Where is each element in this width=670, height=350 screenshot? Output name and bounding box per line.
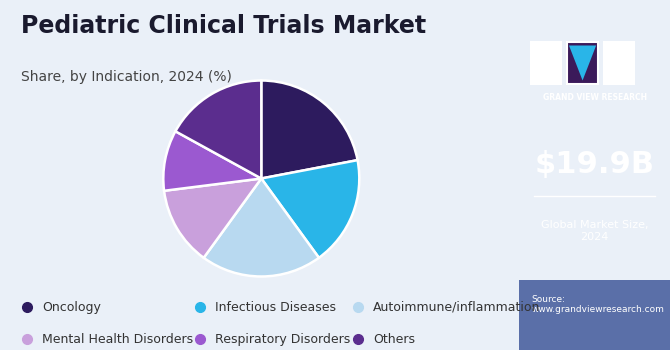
Text: Pediatric Clinical Trials Market: Pediatric Clinical Trials Market: [21, 14, 426, 38]
Polygon shape: [569, 46, 596, 80]
Wedge shape: [204, 178, 319, 276]
FancyBboxPatch shape: [604, 42, 634, 84]
Wedge shape: [176, 80, 261, 178]
Text: Mental Health Disorders: Mental Health Disorders: [42, 333, 194, 346]
FancyBboxPatch shape: [567, 42, 598, 84]
Text: Oncology: Oncology: [42, 301, 101, 314]
Text: GRAND VIEW RESEARCH: GRAND VIEW RESEARCH: [543, 93, 647, 103]
Text: Global Market Size,
2024: Global Market Size, 2024: [541, 220, 649, 242]
Text: $19.9B: $19.9B: [535, 150, 655, 179]
Text: Others: Others: [373, 333, 415, 346]
Text: Autoimmune/inflammation: Autoimmune/inflammation: [373, 301, 541, 314]
Wedge shape: [261, 160, 359, 258]
Text: Source:
www.grandviewresearch.com: Source: www.grandviewresearch.com: [531, 295, 664, 314]
FancyBboxPatch shape: [531, 42, 561, 84]
FancyBboxPatch shape: [519, 280, 670, 350]
Wedge shape: [164, 178, 261, 258]
Text: Share, by Indication, 2024 (%): Share, by Indication, 2024 (%): [21, 70, 232, 84]
Wedge shape: [261, 80, 358, 178]
Text: Respiratory Disorders: Respiratory Disorders: [216, 333, 350, 346]
Text: Infectious Diseases: Infectious Diseases: [216, 301, 336, 314]
Wedge shape: [163, 131, 261, 191]
